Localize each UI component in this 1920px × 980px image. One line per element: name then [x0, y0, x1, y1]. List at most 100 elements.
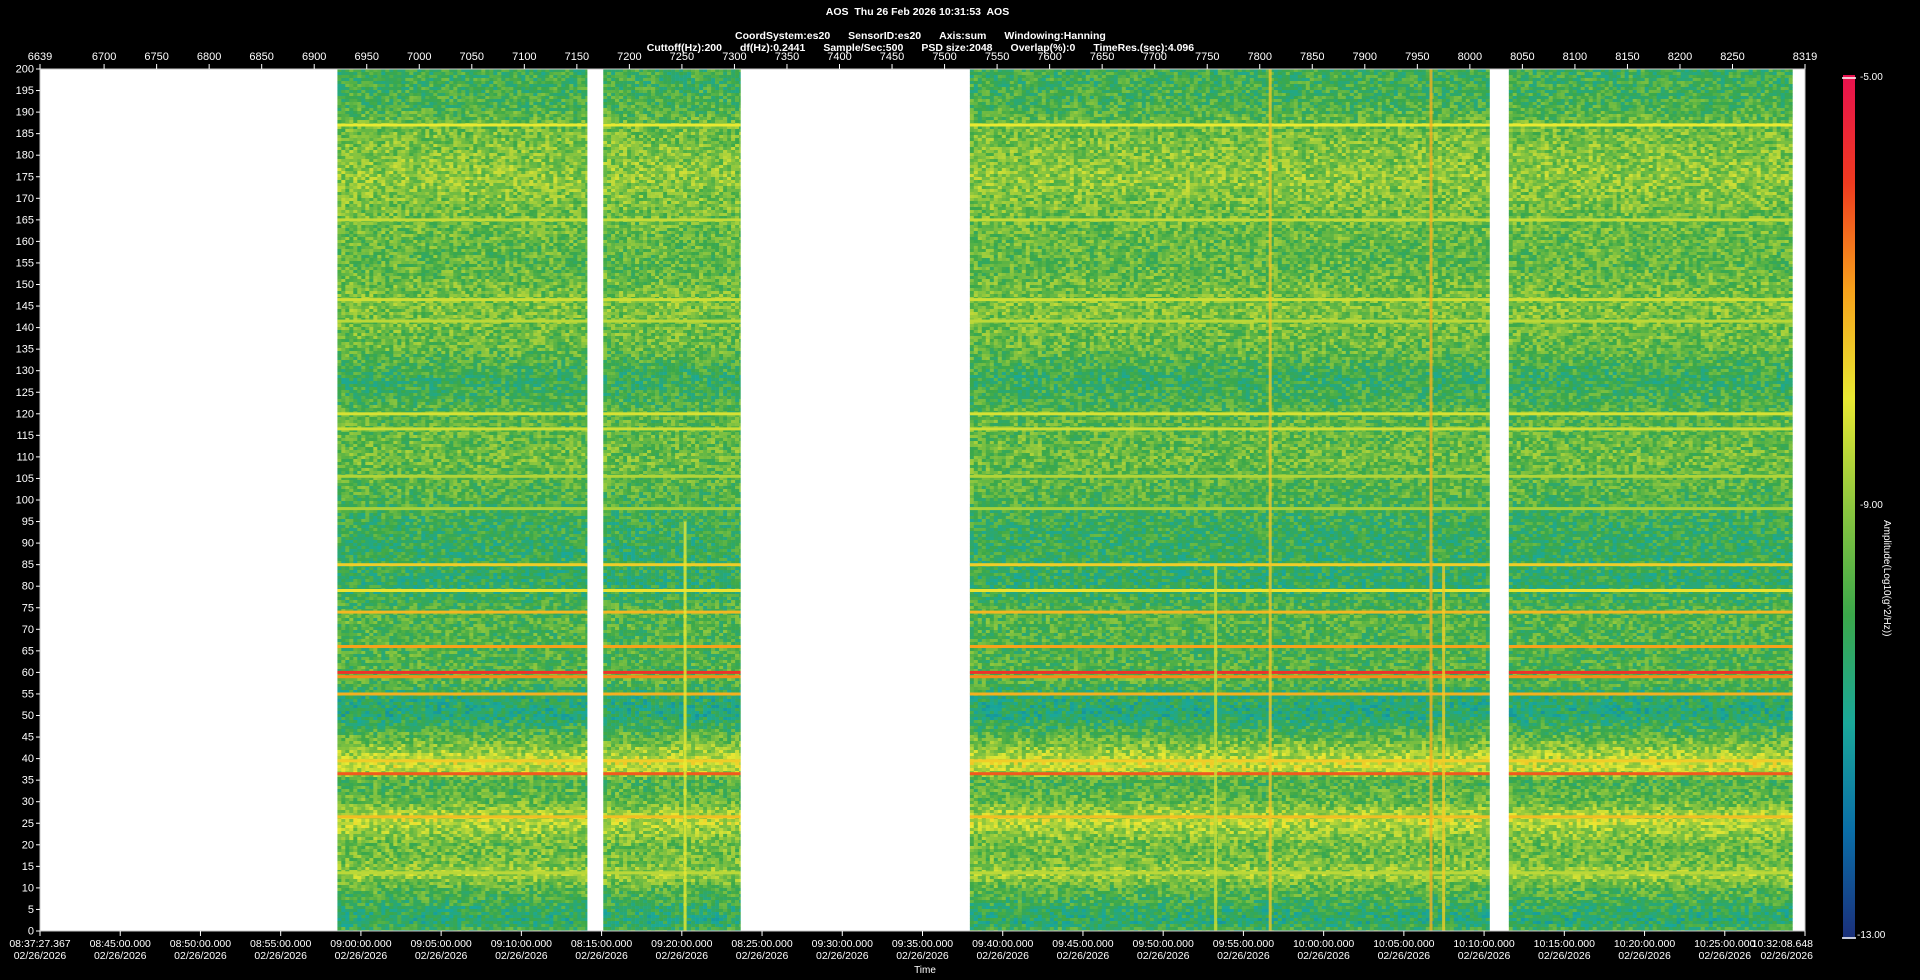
spectral-line — [970, 611, 1490, 614]
date-tick-label: 02/26/2026 — [1760, 950, 1813, 962]
spectral-line — [970, 759, 1490, 762]
spectral-line — [337, 611, 587, 614]
data-segment — [337, 69, 587, 933]
spectral-line — [1509, 589, 1793, 592]
colorbar-mid-label: -9.00 — [1860, 500, 1883, 511]
spectral-line — [603, 671, 741, 674]
time-tick-label: 10:00:00.000 — [1293, 938, 1354, 950]
time-tick-label: 09:30:00.000 — [812, 938, 873, 950]
data-segment — [1509, 69, 1793, 933]
spectral-line — [337, 320, 587, 323]
date-tick-label: 02/26/2026 — [1137, 950, 1190, 962]
date-tick-label: 02/26/2026 — [976, 950, 1029, 962]
y-tick-label: 115 — [16, 430, 34, 442]
y-tick-label: 150 — [16, 279, 34, 291]
spectral-line — [970, 475, 1490, 478]
date-tick-label: 02/26/2026 — [14, 950, 67, 962]
time-tick-label: 09:50:00.000 — [1133, 938, 1194, 950]
y-tick-label: 50 — [22, 710, 34, 722]
date-tick-label: 02/26/2026 — [174, 950, 227, 962]
spectral-line — [1509, 693, 1793, 696]
y-tick-label: 90 — [22, 538, 34, 550]
y-tick-label: 135 — [16, 344, 34, 356]
y-tick-label: 200 — [16, 64, 34, 76]
y-tick-label: 110 — [16, 451, 34, 463]
spectral-line — [1509, 563, 1793, 566]
y-tick-label: 35 — [22, 775, 34, 787]
spectral-line — [603, 412, 741, 415]
date-tick-label: 02/26/2026 — [254, 950, 307, 962]
spectral-line — [603, 427, 741, 430]
spectral-line — [970, 772, 1490, 775]
spectral-line — [1509, 645, 1793, 648]
time-tick-label: 08:45:00.000 — [90, 938, 151, 950]
spectral-line — [337, 412, 587, 415]
psd-size-info: PSD size:2048 — [921, 42, 992, 54]
y-tick-label: 40 — [22, 753, 34, 765]
spectral-line — [337, 124, 587, 127]
data-segment — [970, 69, 1490, 933]
spectral-line — [970, 675, 1490, 678]
y-tick-label: 145 — [16, 301, 34, 313]
spectral-line — [970, 589, 1490, 592]
y-tick-label: 120 — [16, 408, 34, 420]
spectral-line — [337, 815, 587, 818]
spectral-line — [970, 507, 1490, 510]
y-tick-label: 10 — [22, 882, 34, 894]
time-tick-label: 08:37:27.367 — [9, 938, 70, 950]
spectral-line — [603, 675, 741, 678]
spectral-line — [1509, 675, 1793, 678]
spectral-line — [1509, 218, 1793, 221]
time-tick-label: 10:05:00.000 — [1373, 938, 1434, 950]
spectral-line — [337, 589, 587, 592]
spectral-line — [970, 218, 1490, 221]
spectral-line — [337, 675, 587, 678]
spectral-line — [337, 298, 587, 301]
spectral-line — [603, 124, 741, 127]
spectral-line — [970, 412, 1490, 415]
transient-event — [684, 522, 687, 932]
y-tick-label: 165 — [16, 214, 34, 226]
time-tick-label: 09:35:00.000 — [892, 938, 953, 950]
y-tick-label: 125 — [16, 387, 34, 399]
date-tick-label: 02/26/2026 — [495, 950, 548, 962]
spectral-line — [970, 645, 1490, 648]
spectral-line — [603, 772, 741, 775]
time-tick-label: 08:15:00.000 — [571, 938, 632, 950]
time-tick-label: 09:55:00.000 — [1213, 938, 1274, 950]
y-tick-label: 85 — [22, 559, 34, 571]
cutoff-info: Cuttoff(Hz):200 — [647, 42, 722, 54]
colorbar-min-label: -13.00 — [1857, 930, 1885, 941]
time-tick-label: 09:20:00.000 — [651, 938, 712, 950]
spectral-line — [603, 693, 741, 696]
y-tick-label: 105 — [16, 473, 34, 485]
time-tick-label: 08:25:00.000 — [731, 938, 792, 950]
y-tick-label: 190 — [16, 107, 34, 119]
spectral-line — [603, 611, 741, 614]
spectral-line — [603, 645, 741, 648]
y-tick-label: 75 — [22, 602, 34, 614]
time-tick-label: 09:05:00.000 — [410, 938, 471, 950]
spectral-line — [1509, 611, 1793, 614]
date-tick-label: 02/26/2026 — [1458, 950, 1511, 962]
data-gap — [587, 69, 603, 931]
y-tick-label: 195 — [16, 85, 34, 97]
sample-rate-info: Sample/Sec:500 — [823, 42, 903, 54]
y-tick-label: 160 — [16, 236, 34, 248]
header-info-line-2: Cuttoff(Hz):200 df(Hz):0.2441 Sample/Sec:5… — [0, 30, 1835, 54]
date-tick-label: 02/26/2026 — [1217, 950, 1270, 962]
date-tick-label: 02/26/2026 — [896, 950, 949, 962]
data-gap — [40, 69, 337, 931]
spectral-line — [337, 475, 587, 478]
transient-event — [1442, 565, 1445, 931]
colorbar — [1842, 75, 1856, 939]
spectral-line — [970, 871, 1490, 874]
date-tick-label: 02/26/2026 — [656, 950, 709, 962]
spectral-line — [337, 427, 587, 430]
spectral-line — [970, 693, 1490, 696]
y-tick-label: 130 — [16, 365, 34, 377]
date-tick-label: 02/26/2026 — [94, 950, 147, 962]
spectral-line — [1509, 412, 1793, 415]
spectral-line — [603, 218, 741, 221]
